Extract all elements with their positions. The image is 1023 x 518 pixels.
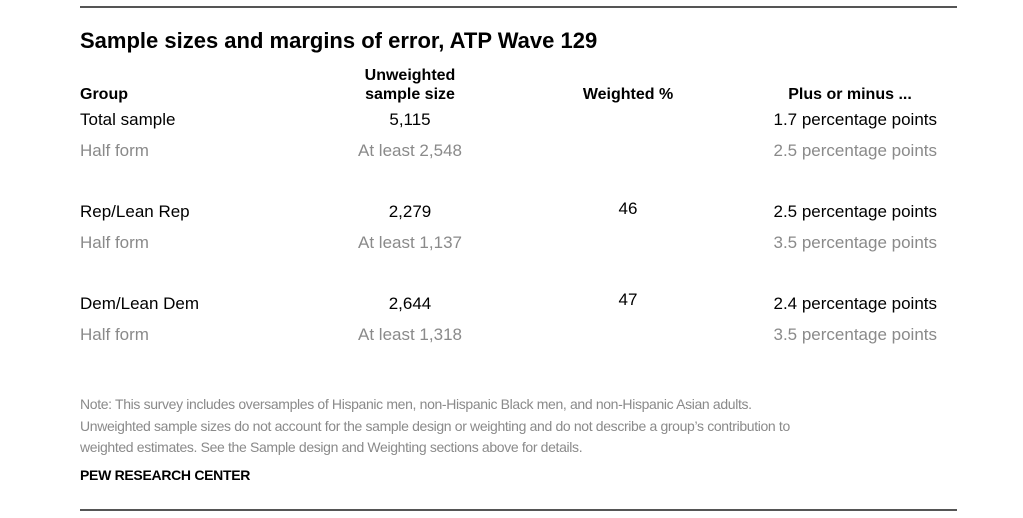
page-title: Sample sizes and margins of error, ATP W… bbox=[80, 28, 598, 53]
header-unweighted: Unweighted sample size bbox=[310, 66, 510, 104]
subrow-group: Half form bbox=[80, 141, 149, 160]
top-divider bbox=[80, 6, 957, 8]
row-unweighted: 2,279 bbox=[388, 202, 432, 221]
row-moe: 1.7 percentage points bbox=[773, 110, 937, 129]
header-group: Group bbox=[80, 86, 128, 103]
row-unweighted: 5,115 bbox=[389, 110, 431, 129]
header-plus-minus: Plus or minus ... bbox=[788, 86, 912, 103]
subrow-group: Half form bbox=[80, 325, 149, 344]
header-weighted: Weighted % bbox=[582, 86, 674, 103]
subrow-unweighted: At least 1,137 bbox=[358, 233, 462, 252]
subrow-group: Half form bbox=[80, 233, 149, 252]
row-weighted: 46 bbox=[618, 199, 638, 218]
subrow-moe: 2.5 percentage points bbox=[773, 141, 937, 160]
note-line: weighted estimates. See the Sample desig… bbox=[80, 439, 583, 455]
subrow-moe: 3.5 percentage points bbox=[773, 325, 937, 344]
subrow-unweighted: At least 1,318 bbox=[358, 325, 462, 344]
row-moe: 2.4 percentage points bbox=[773, 294, 937, 313]
row-group: Rep/Lean Rep bbox=[80, 202, 190, 221]
header-unweighted-line1: Unweighted bbox=[364, 67, 456, 84]
header-unweighted-line2: sample size bbox=[365, 86, 455, 103]
row-group: Dem/Lean Dem bbox=[80, 294, 200, 313]
row-unweighted: 2,644 bbox=[388, 294, 432, 313]
row-group: Total sample bbox=[80, 110, 176, 129]
note-line: Note: This survey includes oversamples o… bbox=[80, 396, 752, 412]
bottom-divider bbox=[80, 509, 957, 511]
subrow-moe: 3.5 percentage points bbox=[773, 233, 937, 252]
row-weighted: 47 bbox=[618, 290, 638, 309]
subrow-unweighted: At least 2,548 bbox=[358, 141, 462, 160]
note: Note: This survey includes oversamples o… bbox=[80, 394, 790, 459]
note-line: Unweighted sample sizes do not account f… bbox=[80, 417, 790, 434]
source-label: PEW RESEARCH CENTER bbox=[80, 467, 251, 483]
row-moe: 2.5 percentage points bbox=[773, 202, 937, 221]
